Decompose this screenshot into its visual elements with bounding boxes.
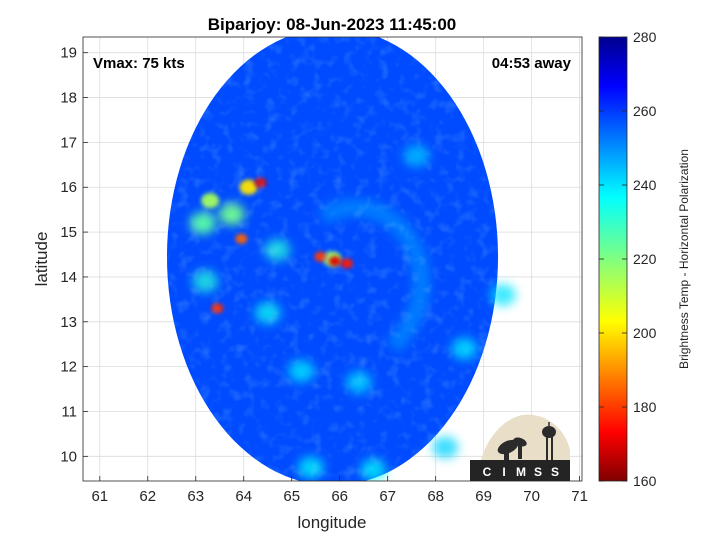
x-tick-label: 62 [139, 488, 156, 505]
colorbar-tick-label: 240 [633, 177, 657, 193]
y-tick-label: 17 [60, 134, 77, 151]
logo-letter: S [534, 465, 542, 479]
y-tick-label: 14 [60, 269, 77, 286]
colorbar-tick-label: 180 [633, 399, 657, 415]
colorbar-label: Brightness Temp - Horizontal Polarizatio… [677, 149, 691, 369]
colorbar-tick-label: 260 [633, 103, 657, 119]
x-tick-label: 67 [379, 488, 396, 505]
y-tick-label: 13 [60, 314, 77, 331]
y-tick-label: 10 [60, 448, 77, 465]
vmax-annotation: Vmax: 75 kts [93, 55, 185, 72]
x-tick-label: 69 [475, 488, 492, 505]
logo-letter: I [502, 465, 505, 479]
y-axis-label: latitude [32, 232, 51, 287]
x-tick-label: 65 [283, 488, 300, 505]
x-axis: 61 62 63 64 65 66 67 68 69 70 71 [91, 476, 588, 505]
feature-rainband [432, 436, 459, 459]
x-tick-label: 66 [331, 488, 348, 505]
colorbar-tick-label: 200 [633, 325, 657, 341]
logo-letter: S [551, 465, 559, 479]
x-tick-label: 68 [427, 488, 444, 505]
x-tick-label: 71 [571, 488, 588, 505]
x-tick-label: 61 [91, 488, 108, 505]
colorbar-tick-label: 160 [633, 473, 657, 489]
plot-border [82, 36, 583, 482]
y-tick-label: 18 [60, 90, 77, 107]
x-tick-label: 63 [187, 488, 204, 505]
y-tick-label: 15 [60, 224, 77, 241]
x-tick-label: 64 [235, 488, 252, 505]
y-tick-label: 11 [61, 403, 77, 420]
colorbar-tick-label: 280 [633, 29, 657, 45]
y-tick-label: 16 [60, 179, 77, 196]
colorbar-ticks: 160 180 200 220 240 260 280 [599, 29, 657, 489]
colorbar-tick-label: 220 [633, 251, 657, 267]
y-axis: 10 11 12 13 14 15 16 17 18 19 [60, 45, 88, 465]
chart-title: Biparjoy: 08-Jun-2023 11:45:00 [208, 15, 457, 34]
y-tick-label: 12 [60, 359, 77, 376]
x-tick-label: 70 [523, 488, 540, 505]
water-tower-icon [542, 422, 556, 461]
logo-letter: M [516, 465, 526, 479]
swath-noise [167, 37, 498, 481]
x-axis-label: longitude [297, 513, 366, 532]
logo-letter: C [483, 465, 492, 479]
radar-dish-icon [497, 437, 527, 460]
y-tick-label: 19 [60, 45, 77, 62]
time-offset-annotation: 04:53 away [492, 55, 572, 72]
swath-texture [167, 37, 498, 481]
